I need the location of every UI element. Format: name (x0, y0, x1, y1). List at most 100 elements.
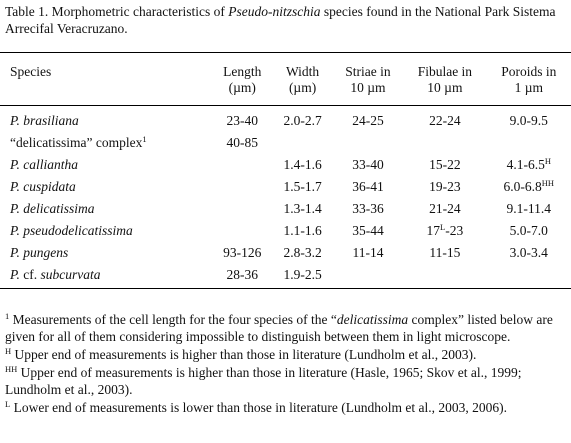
column-header: Width (µm) (272, 52, 333, 106)
text: 9.0-9.5 (509, 113, 548, 128)
header-line: 10 µm (427, 80, 463, 95)
italic-text: P. pungens (10, 245, 69, 260)
value-cell: 11-15 (403, 242, 486, 264)
footnote: L Lower end of measurements is lower tha… (5, 399, 567, 416)
value-cell: 17L-23 (403, 220, 486, 242)
species-cell: “delicatissima” complex1 (0, 132, 212, 154)
italic-text: subcurvata (40, 267, 101, 282)
value-cell: 19-23 (403, 176, 486, 198)
text: 28-36 (226, 267, 259, 282)
text: 1.1-1.6 (283, 223, 322, 238)
header-row: Species Length (µm) Width (µm) Striae in 10 µm… (0, 52, 571, 106)
text: 1.9-2.5 (283, 267, 322, 282)
text: 5.0-7.0 (509, 223, 548, 238)
text: 93-126 (223, 245, 262, 260)
header-line: (µm) (228, 80, 256, 95)
text: 22-24 (429, 113, 461, 128)
italic-text: Pseudo-nitzschia (228, 4, 321, 19)
value-cell: 2.8-3.2 (272, 242, 332, 264)
value-cell (212, 176, 272, 198)
italic-text: P. (10, 267, 20, 282)
value-cell (272, 132, 332, 154)
footnotes: 1 Measurements of the cell length for th… (5, 311, 567, 417)
superscript: 1 (142, 134, 147, 144)
value-cell: 1.4-1.6 (272, 154, 332, 176)
text: 24-25 (352, 113, 384, 128)
value-cell (487, 132, 571, 154)
text: 23-40 (226, 113, 259, 128)
value-cell: 15-22 (403, 154, 486, 176)
value-cell (403, 132, 486, 154)
text: 35-44 (352, 223, 384, 238)
species-cell: P. brasiliana (0, 106, 212, 133)
text: Measurements of the cell length for the … (9, 312, 337, 327)
species-cell: P. pungens (0, 242, 212, 264)
italic-text: P. brasiliana (10, 113, 79, 128)
value-cell (212, 154, 272, 176)
text: 33-36 (352, 201, 384, 216)
header-line: Width (285, 64, 320, 79)
text: cf. (19, 267, 41, 282)
species-cell: P. cuspidata (0, 176, 212, 198)
value-cell: 22-24 (403, 106, 486, 133)
text: species found in the National Park Siste… (5, 4, 556, 36)
value-cell: 3.0-3.4 (487, 242, 571, 264)
value-cell: 4.1-6.5H (487, 154, 571, 176)
value-cell: 40-85 (212, 132, 272, 154)
text: 15-22 (429, 157, 461, 172)
text: complex” listed below are given for all … (5, 312, 553, 344)
text: 6.0-6.8 (503, 179, 542, 194)
species-cell: P. calliantha (0, 154, 212, 176)
value-cell: 6.0-6.8HH (487, 176, 571, 198)
footnote: H Upper end of measurements is higher th… (5, 346, 567, 363)
table-row: P. brasiliana 23-40 2.0-2.7 24-25 22-24 9.0-9… (0, 106, 571, 133)
table-row: P. cuspidata 1.5-1.7 36-41 19-23 6.0-6.8HH (0, 176, 571, 198)
value-cell: 28-36 (212, 264, 272, 289)
header-line: (µm) (288, 80, 317, 95)
species-cell: P. delicatissima (0, 198, 212, 220)
header-line: Fibulae in (417, 64, 473, 79)
value-cell (212, 220, 272, 242)
footnote: HH Upper end of measurements is higher t… (5, 364, 567, 398)
table-row: P. pungens 93-126 2.8-3.2 11-14 11-15 3.0-3.4 (0, 242, 571, 264)
table-row: “delicatissima” complex1 40-85 (0, 132, 571, 154)
superscript: L (440, 222, 446, 232)
text: 1.4-1.6 (283, 157, 322, 172)
header-line: 10 µm (350, 80, 386, 95)
value-cell (212, 198, 272, 220)
caption: Table 1. Morphometric characteristics of… (5, 3, 565, 37)
value-cell (333, 264, 403, 289)
text: Upper end of measurements is higher than… (5, 365, 522, 397)
value-cell: 93-126 (212, 242, 272, 264)
text: 9.1-11.4 (506, 201, 552, 216)
table-row: P. calliantha 1.4-1.6 33-40 15-22 4.1-6.5H (0, 154, 571, 176)
text: Lower end of measurements is lower than … (10, 400, 507, 415)
value-cell (487, 264, 571, 289)
text: 17 (426, 223, 441, 238)
value-cell: 1.5-1.7 (272, 176, 332, 198)
value-cell: 24-25 (333, 106, 403, 133)
value-cell (403, 264, 486, 289)
value-cell (333, 132, 403, 154)
value-cell: 35-44 (333, 220, 403, 242)
text: Table 1. Morphometric characteristics of (5, 4, 229, 19)
header-line: Poroids in (501, 64, 557, 79)
column-header: Species (0, 52, 213, 106)
column-header: Length (µm) (212, 52, 273, 106)
text: 1.5-1.7 (283, 179, 322, 194)
value-cell: 33-40 (333, 154, 403, 176)
italic-text: P. pseudodelicatissima (10, 223, 133, 238)
value-cell: 9.0-9.5 (487, 106, 571, 133)
value-cell: 21-24 (403, 198, 486, 220)
value-cell: 2.0-2.7 (272, 106, 332, 133)
value-cell: 1.1-1.6 (272, 220, 332, 242)
superscript: L (5, 399, 11, 409)
column-header: Poroids in 1 µm (486, 52, 571, 106)
value-cell: 36-41 (333, 176, 403, 198)
superscript: HH (5, 364, 18, 374)
table-body: P. brasiliana 23-40 2.0-2.7 24-25 22-24 9.0-9… (0, 106, 571, 289)
value-cell: 23-40 (212, 106, 272, 133)
species-cell: P. pseudodelicatissima (0, 220, 212, 242)
text: Upper end of measurements is higher than… (11, 347, 477, 362)
